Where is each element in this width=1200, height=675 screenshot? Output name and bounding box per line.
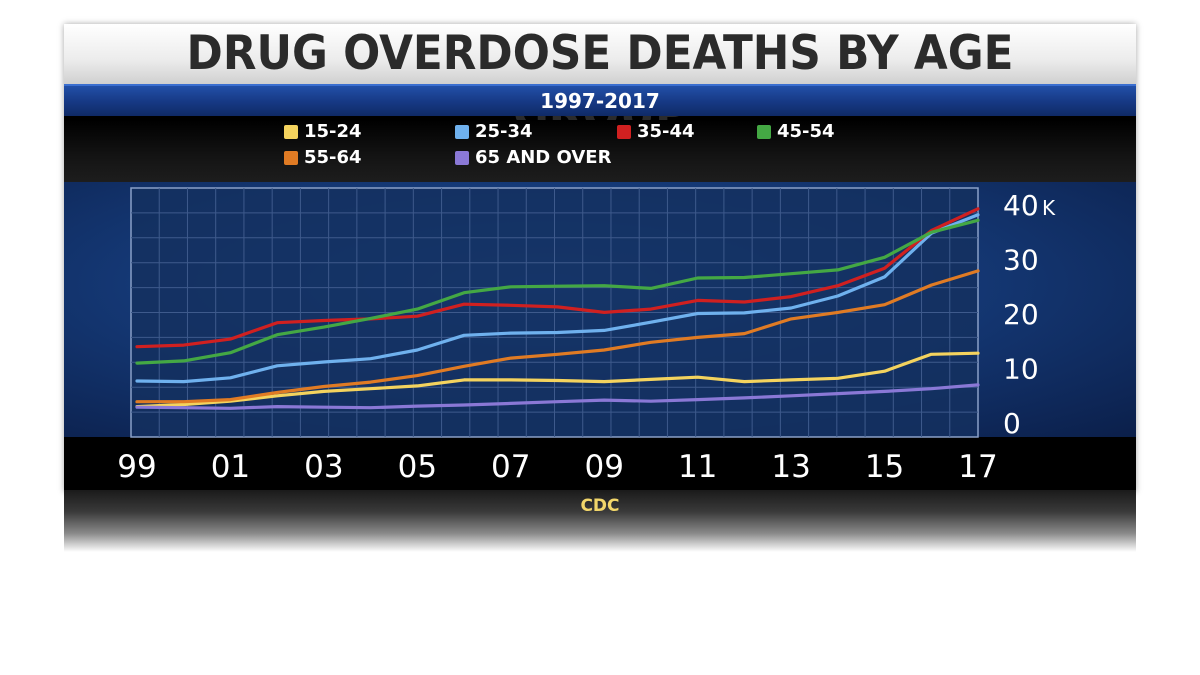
y-tick-label: 0 [1003,407,1021,440]
x-tick-label: 09 [584,449,623,485]
series-line-35-44 [135,207,980,349]
legend-swatch [455,151,469,165]
source-bar [64,490,1136,552]
x-axis-bar [64,437,1136,492]
legend-label: 65 AND OVER [475,147,612,168]
y-tick-label: 20 [1003,298,1039,331]
series-line-55-64 [135,269,980,404]
series-line-15-24 [135,351,980,409]
legend: 15-24 25-34 35-44 45-54 55-64 65 AND OVER [64,120,1136,182]
subtitle-bar: 1997-2017 [64,84,1136,116]
legend-swatch [284,125,298,139]
legend-label: 35-44 [637,121,695,142]
x-tick-label: 03 [304,449,343,485]
x-tick-label: 99 [117,449,156,485]
legend-swatch [284,151,298,165]
y-unit-label: K [1042,196,1056,220]
x-tick-label: 15 [865,449,904,485]
x-tick-label: 01 [211,449,250,485]
x-tick-label: 13 [771,449,810,485]
y-tick-label: 40 [1003,189,1039,222]
x-tick-label: 07 [491,449,530,485]
legend-swatch [757,125,771,139]
legend-swatch [455,125,469,139]
series-line-45-54 [135,218,980,365]
legend-label: 55-64 [304,147,362,168]
x-tick-label: 11 [678,449,717,485]
legend-label: 45-54 [777,121,835,142]
y-tick-label: 30 [1003,244,1039,277]
source-label: CDC [580,496,620,516]
legend-label: 15-24 [304,121,362,142]
chart-subtitle: 1997-2017 [540,89,660,113]
legend-label: 25-34 [475,121,533,142]
series-line-65-and-over [135,383,980,410]
legend-swatch [617,125,631,139]
series-line-25-34 [135,213,980,384]
x-tick-label: 17 [958,449,997,485]
x-tick-label: 05 [398,449,437,485]
y-tick-label: 10 [1003,353,1039,386]
